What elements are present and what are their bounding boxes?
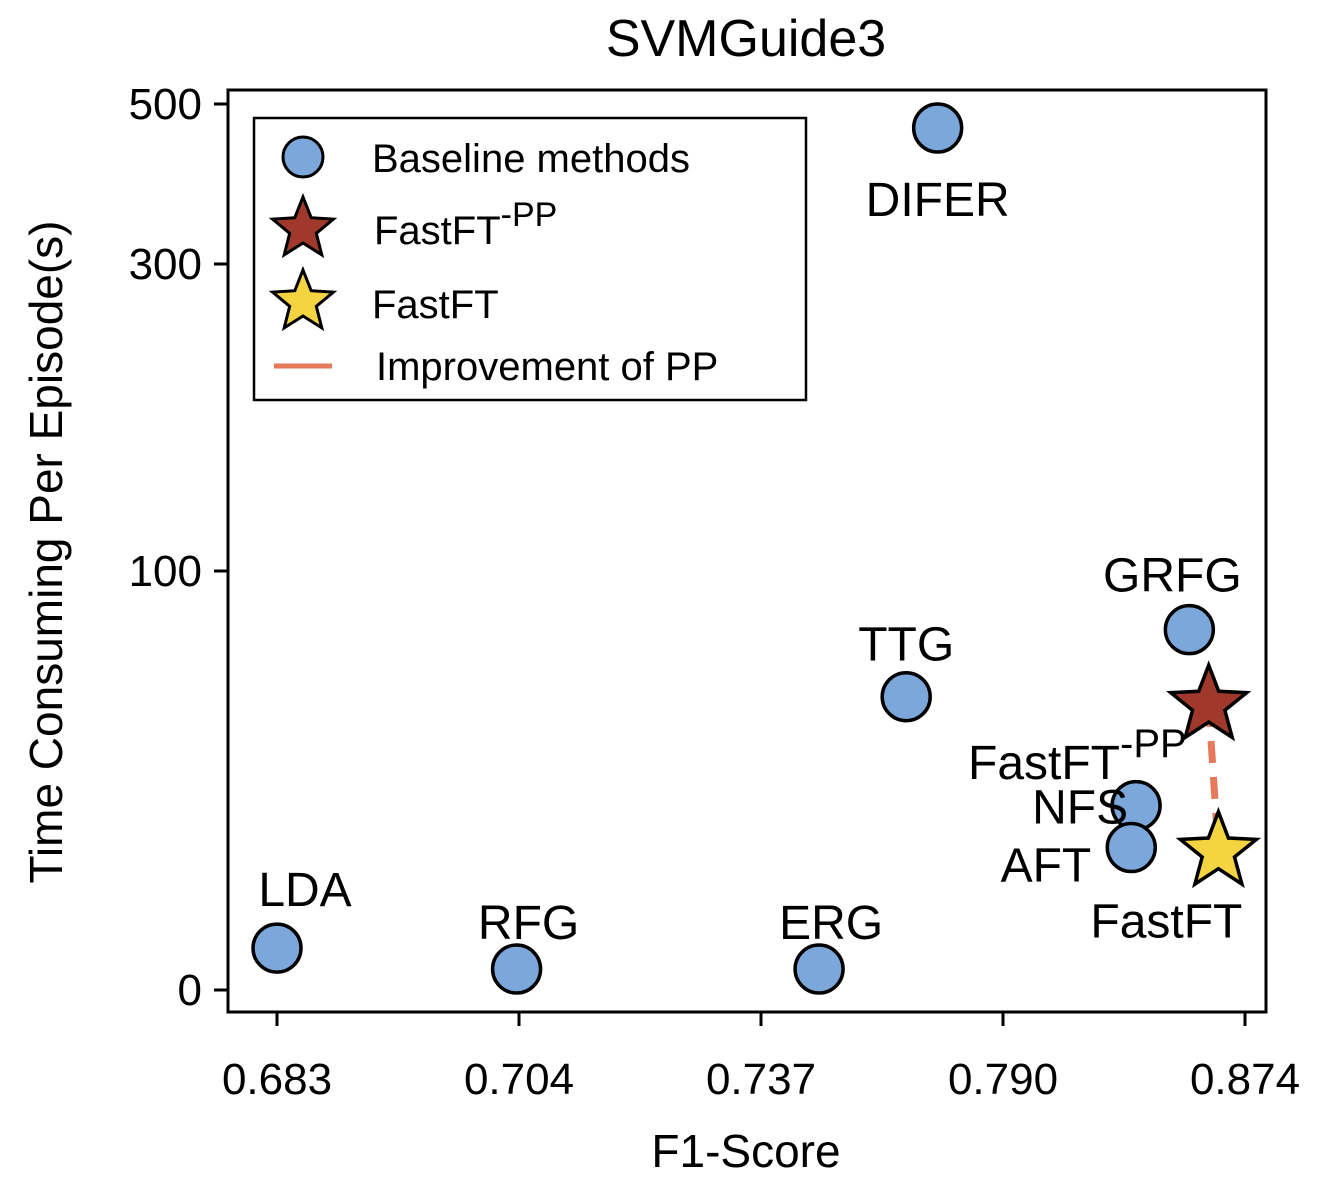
legend-frame [252, 116, 808, 402]
y-tick-label: 0 [178, 966, 202, 1015]
point-label-aft: AFT [1001, 840, 1092, 893]
point-label-rfg: RFG [478, 897, 579, 950]
point-label-grfg: GRFG [1103, 550, 1242, 603]
baseline-point-ttg [880, 670, 932, 723]
y-tick-label: 300 [129, 240, 202, 289]
plot-area-frame [226, 88, 1268, 1014]
legend-baseline-label: Baseline methods [372, 137, 690, 181]
x-tick-label: 0.737 [706, 1055, 816, 1104]
y-tick-label: 100 [129, 547, 202, 596]
chart-title: SVMGuide3 [606, 10, 886, 68]
legend-fastft-star-icon [268, 265, 338, 332]
legend-fastft-pp-sup: -PP [501, 196, 558, 234]
baseline-point-difer [911, 102, 964, 154]
baseline-point-rfg [490, 943, 543, 995]
point-label-fastft-pp: FastFT-PP [968, 722, 1187, 790]
y-tick-label: 500 [129, 80, 202, 129]
baseline-point-aft [1105, 821, 1158, 874]
baseline-point-erg [793, 943, 845, 995]
data-marks [251, 102, 1262, 995]
point-label-nfs: NFS [1032, 782, 1128, 835]
baseline-point-lda [251, 922, 303, 974]
x-tick-label: 0.683 [222, 1055, 332, 1104]
legend-fastft-pp-label: FastFT-PP [374, 196, 557, 253]
x-tick-label: 0.874 [1190, 1055, 1300, 1104]
legend-fastft-label: FastFT [372, 283, 499, 327]
point-label-fastft: FastFT [1090, 896, 1242, 949]
y-axis-label: Time Consuming Per Episode(s) [20, 221, 72, 884]
y-axis-ticks: 0 100 300 500 [129, 80, 228, 1015]
point-label-ttg: TTG [858, 619, 954, 672]
baseline-point-grfg [1163, 603, 1216, 656]
legend-improvement-label: Improvement of PP [376, 345, 718, 389]
x-axis-ticks: 0.683 0.704 0.737 0.790 0.874 [222, 1012, 1300, 1104]
point-label-lda: LDA [258, 864, 351, 917]
legend: Baseline methods FastFT-PP FastFT Improv… [252, 116, 808, 402]
legend-fastft-pp-star-icon [268, 192, 338, 259]
x-tick-label: 0.704 [464, 1055, 574, 1104]
point-label-difer: DIFER [866, 174, 1010, 227]
point-label-erg: ERG [779, 897, 883, 950]
fastft-pp-star [1166, 660, 1252, 742]
fastft-star [1175, 806, 1262, 889]
legend-baseline-circle-icon [281, 135, 325, 179]
x-axis-label: F1-Score [651, 1125, 840, 1177]
x-tick-label: 0.790 [948, 1055, 1058, 1104]
